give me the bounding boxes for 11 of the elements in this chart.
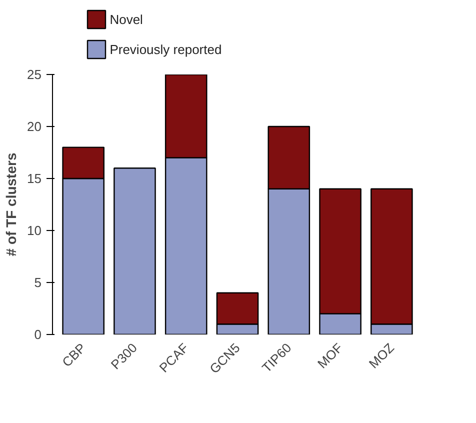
x-tick-label: CBP <box>59 340 89 370</box>
legend-label: Novel <box>110 12 144 27</box>
y-tick-label: 0 <box>34 327 42 342</box>
bar <box>114 168 156 334</box>
legend-label: Previously reported <box>110 42 222 57</box>
y-tick-label: 25 <box>27 67 42 82</box>
y-tick-label: 15 <box>27 171 42 186</box>
y-tick-label: 10 <box>27 223 42 238</box>
y-tick-label: 5 <box>34 275 42 290</box>
y-axis-title: # of TF clusters <box>3 152 20 256</box>
y-tick-label: 20 <box>27 119 42 134</box>
